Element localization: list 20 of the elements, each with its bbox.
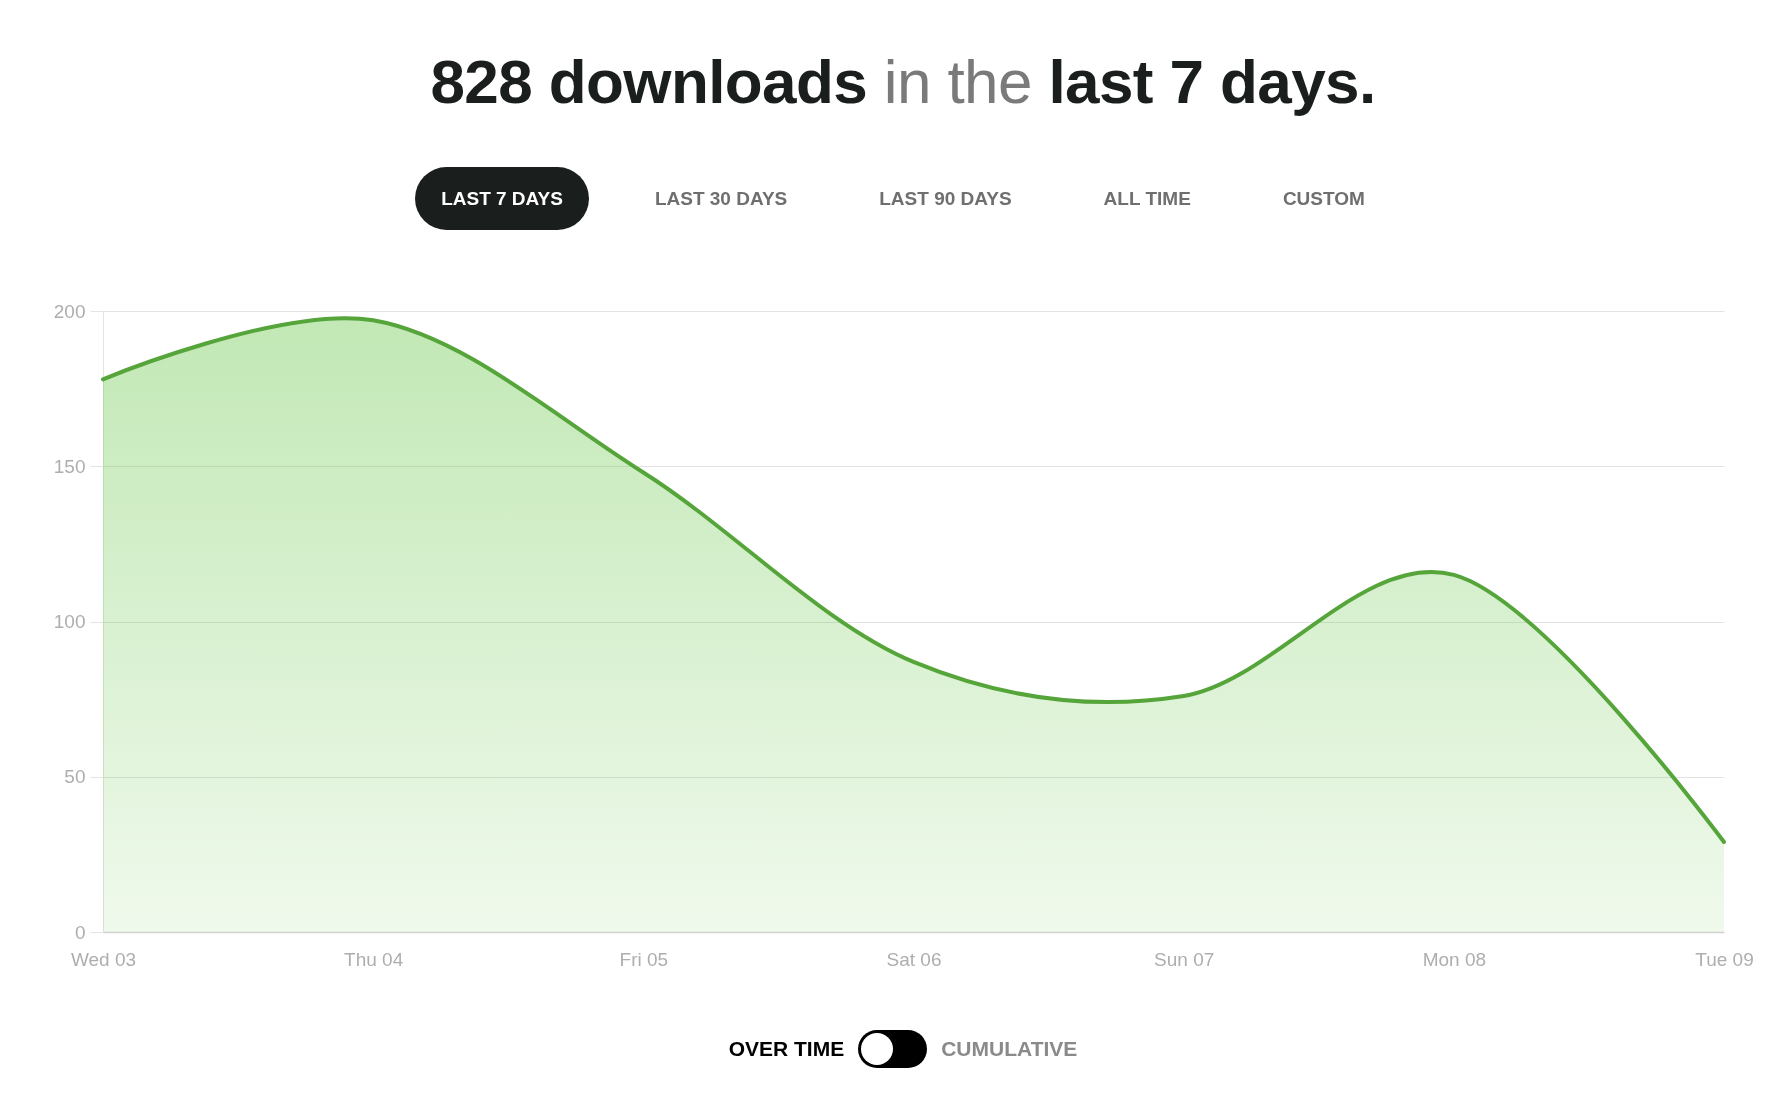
x-tick-label: Tue 09 — [1695, 948, 1754, 970]
text: LAST 30 DAYS — [628, 167, 814, 230]
text: LAST 90 DAYS — [853, 167, 1038, 230]
y-tick-label: 100 — [53, 611, 86, 632]
x-tick-label: Fri 05 — [619, 948, 669, 970]
y-tick-label: 200 — [53, 300, 86, 322]
y-tick-label: 50 — [64, 766, 86, 788]
text: ALL TIME — [1077, 167, 1217, 230]
text: OVER TIME — [728, 1037, 845, 1061]
x-tick-label: Thu 04 — [344, 948, 404, 970]
text: CUMULATIVE — [941, 1037, 1078, 1061]
y-tick-label: 0 — [74, 921, 86, 943]
y-tick-label: 150 — [53, 455, 86, 477]
x-tick-label: Wed 03 — [70, 948, 137, 970]
text: CUSTOM — [1256, 167, 1391, 230]
x-tick-label: Mon 08 — [1422, 948, 1487, 970]
x-tick-label: Sun 07 — [1154, 948, 1215, 970]
chart-title: 828 downloads in the last 7 days. — [430, 47, 1376, 116]
text: LAST 7 DAYS — [415, 167, 589, 230]
x-tick-label: Sat 06 — [886, 948, 942, 970]
